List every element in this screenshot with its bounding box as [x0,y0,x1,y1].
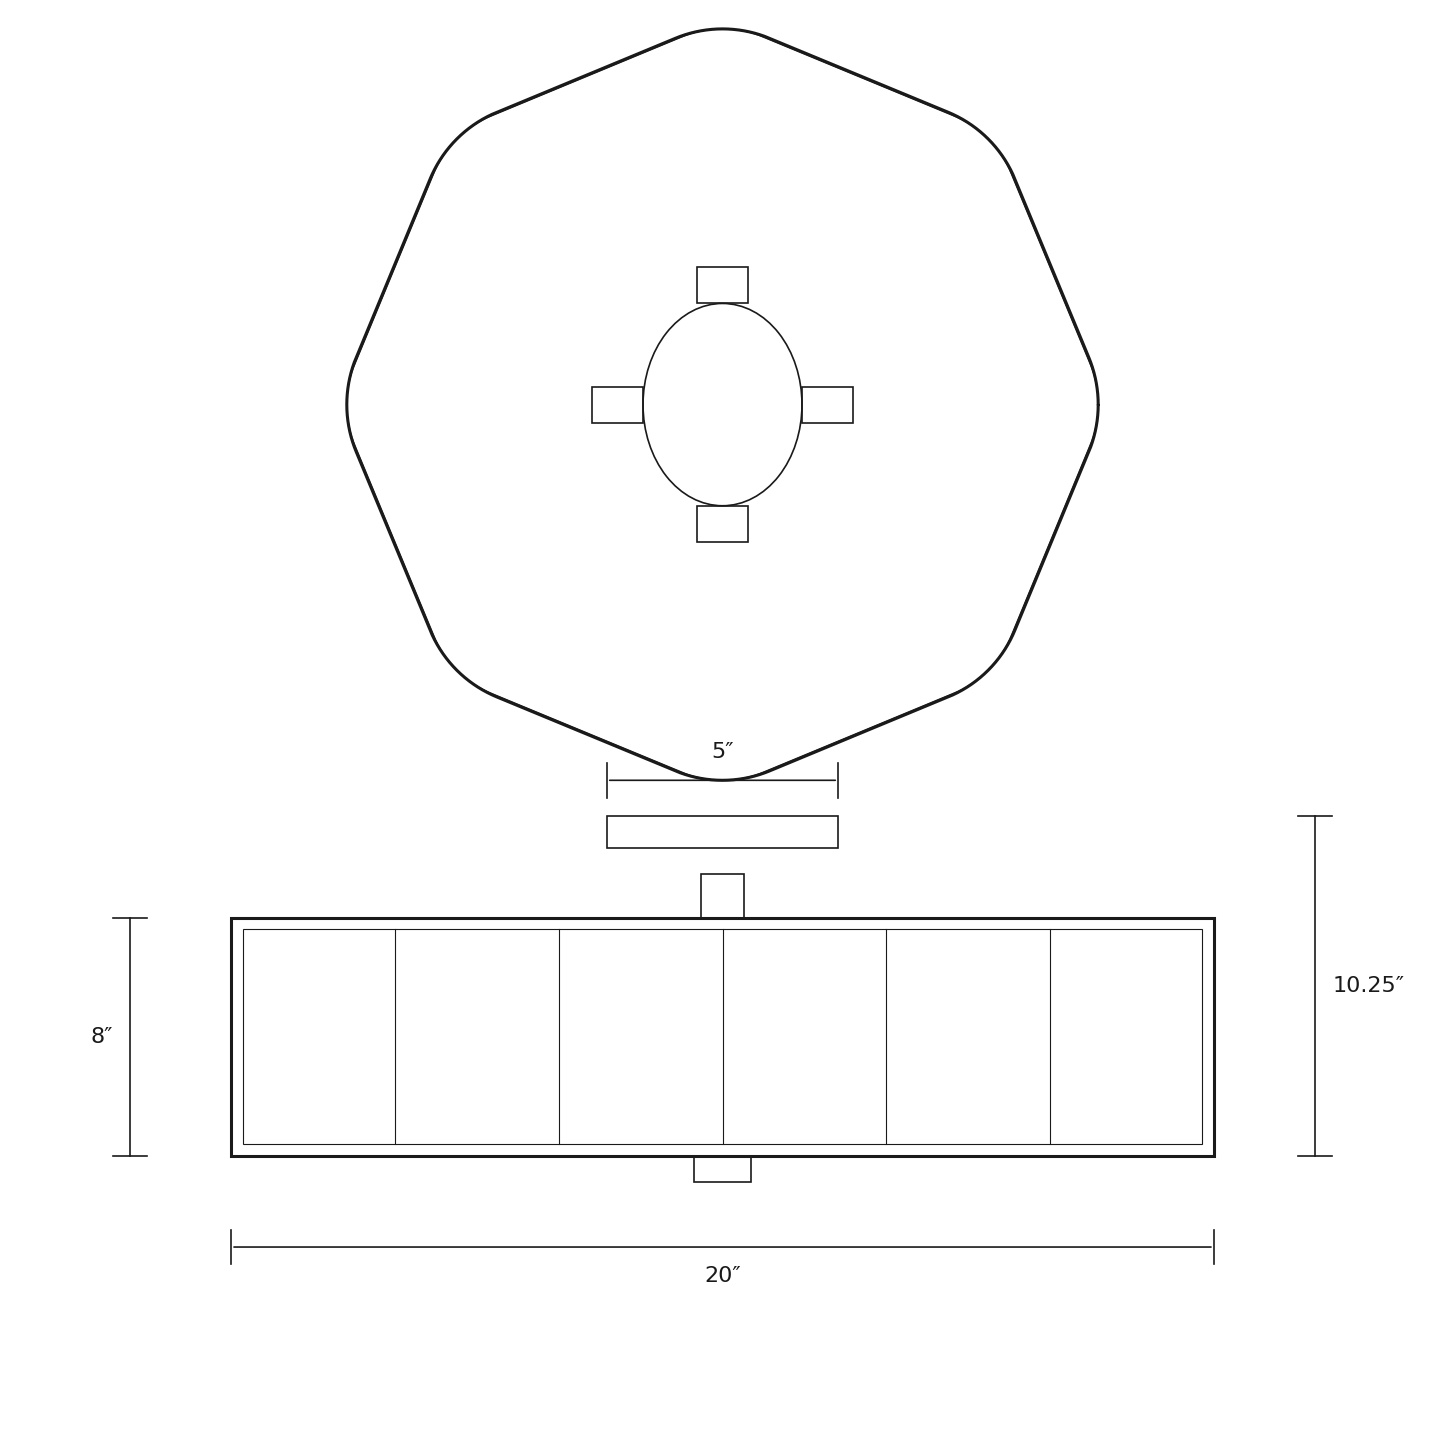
Bar [696,506,749,542]
Bar [802,386,853,423]
Text: 5″: 5″ [711,741,734,762]
Bar [696,267,749,303]
Text: 10.25″: 10.25″ [1332,977,1405,996]
Bar [243,929,1202,1144]
Bar [607,816,838,848]
Bar [694,1156,751,1182]
Text: 8″: 8″ [91,1027,113,1046]
Bar [701,874,744,918]
Text: 20″: 20″ [704,1266,741,1286]
Bar [231,918,1214,1156]
Bar [592,386,643,423]
